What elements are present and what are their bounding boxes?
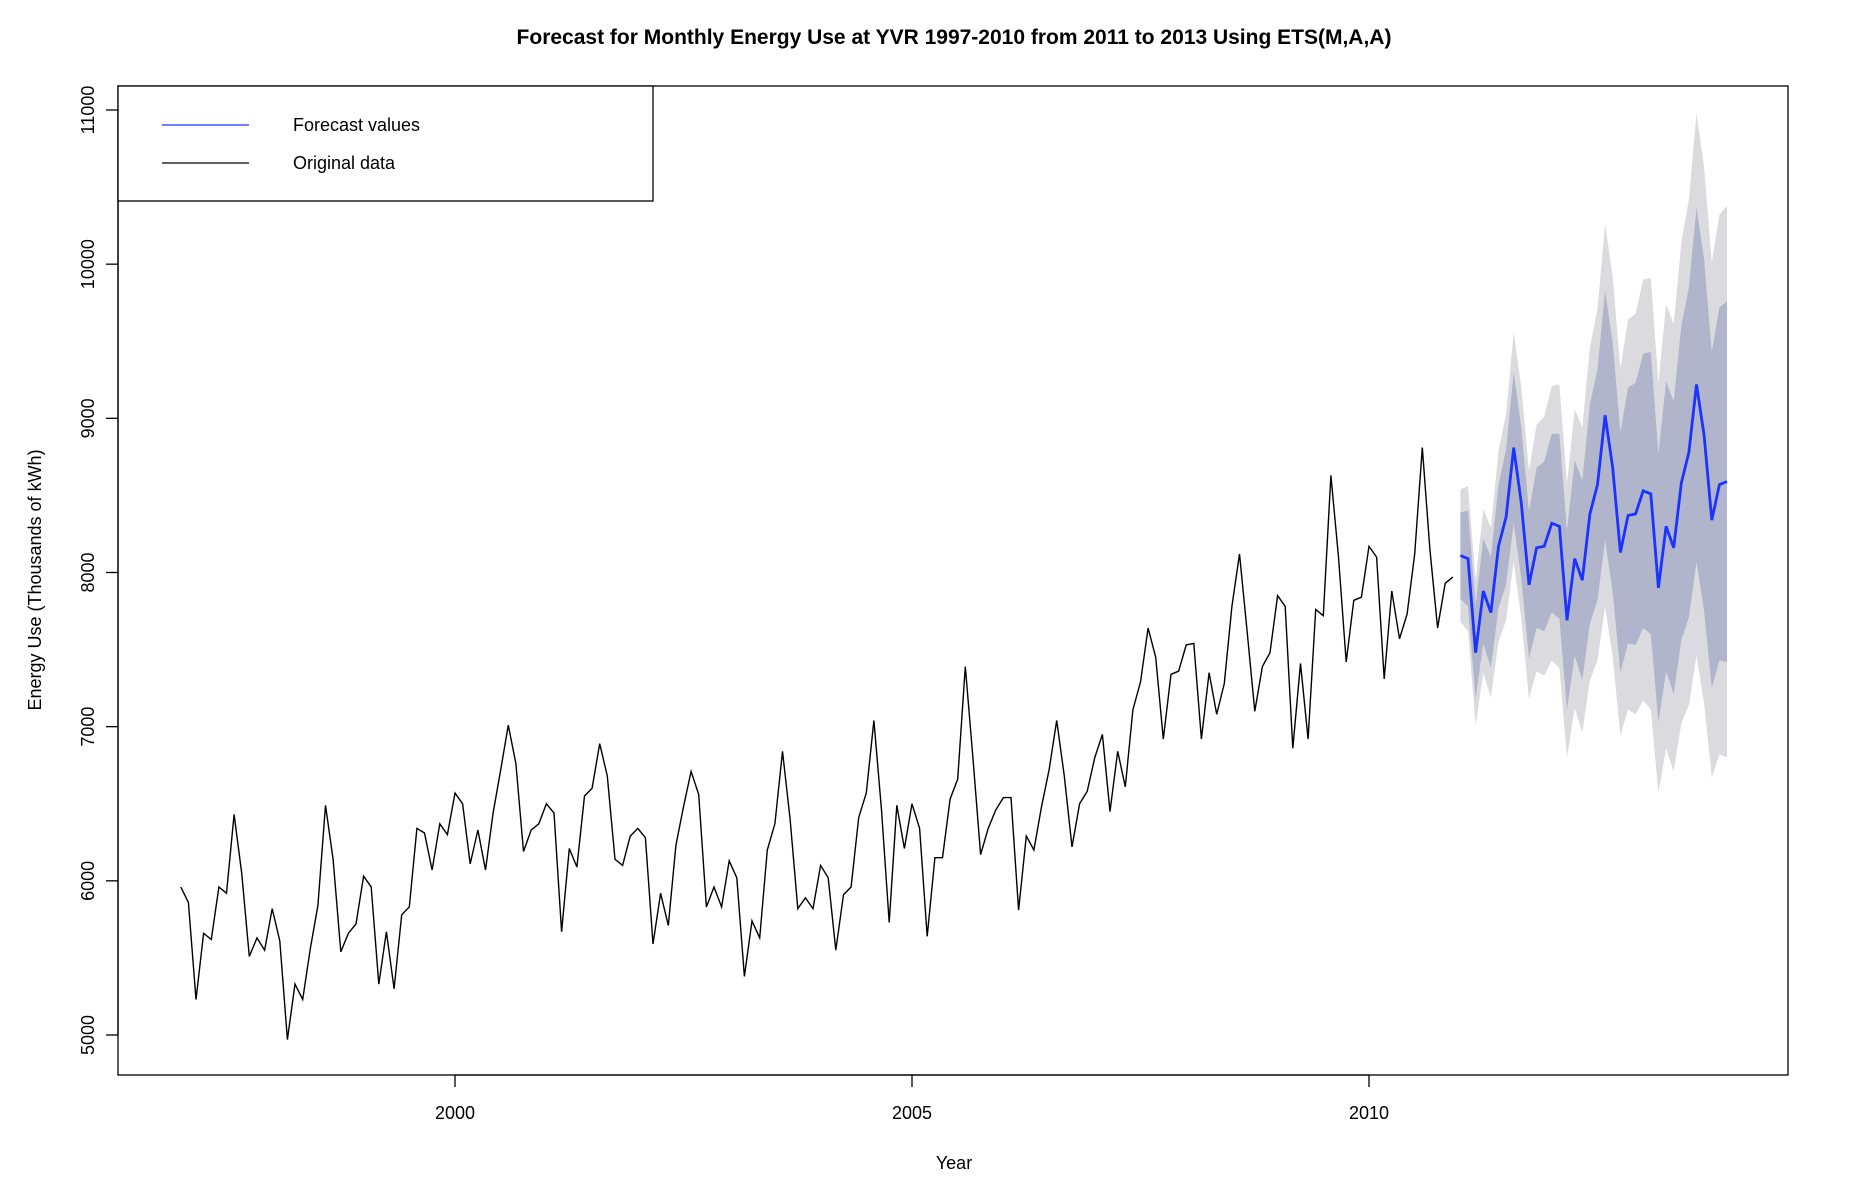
band-80-percent — [1460, 207, 1727, 723]
x-tick-label: 2010 — [1349, 1103, 1389, 1123]
y-tick-label: 11000 — [78, 86, 98, 135]
x-axis: 2000 2005 2010 — [435, 1074, 1389, 1123]
legend: Forecast values Original data — [117, 85, 654, 202]
y-tick-label: 5000 — [78, 1015, 98, 1055]
x-axis-label: Year — [936, 1153, 972, 1173]
y-axis-label: Energy Use (Thousands of kWh) — [25, 449, 45, 710]
y-tick-label: 6000 — [78, 861, 98, 901]
y-tick-label: 10000 — [78, 239, 98, 289]
legend-box — [117, 85, 654, 202]
y-tick-label: 9000 — [78, 398, 98, 438]
y-axis: 5000 6000 7000 8000 9000 10000 11000 — [78, 86, 119, 1055]
legend-label-original: Original data — [293, 153, 396, 173]
y-tick-label: 8000 — [78, 552, 98, 592]
prediction-intervals — [1460, 113, 1727, 794]
original-data-line — [180, 447, 1454, 1040]
legend-label-forecast: Forecast values — [293, 115, 420, 135]
x-tick-label: 2005 — [892, 1103, 932, 1123]
series-lines — [180, 384, 1728, 1040]
chart-title: Forecast for Monthly Energy Use at YVR 1… — [517, 26, 1392, 49]
forecast-line — [1459, 384, 1728, 653]
x-tick-label: 2000 — [435, 1103, 475, 1123]
y-tick-label: 7000 — [78, 707, 98, 747]
